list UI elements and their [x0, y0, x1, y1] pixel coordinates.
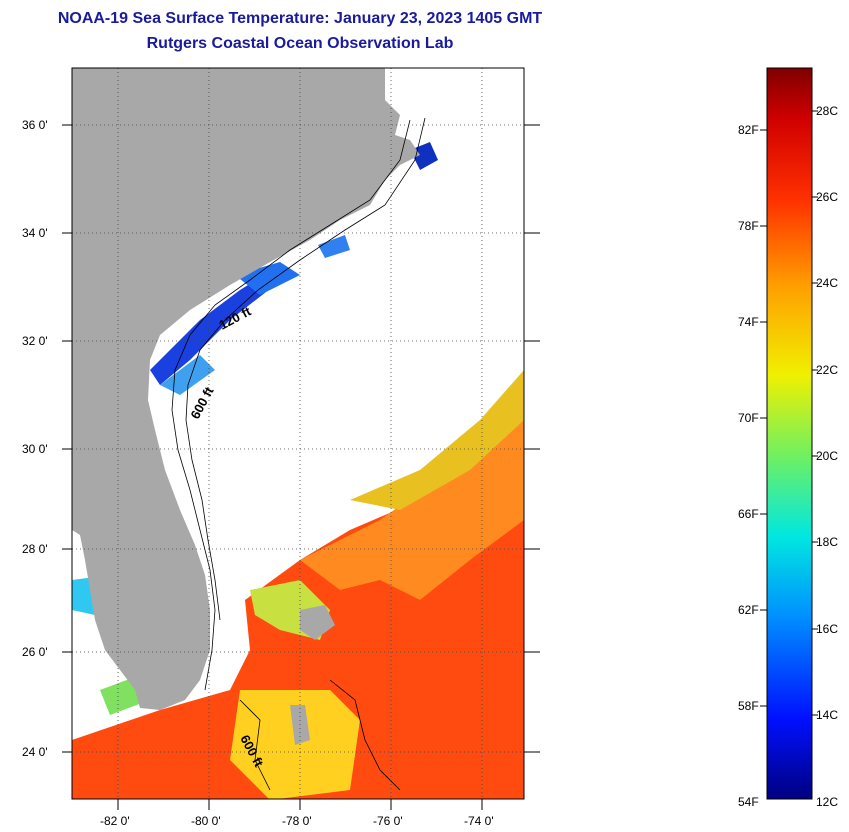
- colorbar-c-label: 22C: [816, 363, 838, 377]
- lon-label: -80 0': [191, 814, 221, 828]
- transition-zone: [350, 370, 524, 510]
- lat-label: 30 0': [22, 442, 48, 456]
- colorbar: [766, 67, 813, 800]
- colorbar-c-label: 16C: [816, 622, 838, 636]
- colorbar-c-label: 18C: [816, 535, 838, 549]
- colorbar-fahrenheit-labels: 82F 78F 74F 70F 66F 62F 58F 54F: [738, 123, 759, 809]
- cold-patch-mid: [318, 235, 350, 258]
- lon-label: -74 0': [464, 814, 494, 828]
- cold-shelf-water: [150, 265, 280, 385]
- longitude-labels: -82 0' -80 0' -78 0' -76 0' -74 0': [100, 814, 494, 828]
- map-title: NOAA-19 Sea Surface Temperature: January…: [57, 10, 543, 27]
- lat-label: 26 0': [22, 645, 48, 659]
- colorbar-f-label: 78F: [738, 219, 759, 233]
- colorbar-c-label: 24C: [816, 276, 838, 290]
- lon-label: -76 0': [373, 814, 403, 828]
- cold-shelf-water-2: [235, 262, 300, 295]
- colorbar-f-label: 82F: [738, 123, 759, 137]
- hatteras-cold: [410, 142, 438, 170]
- colorbar-f-label: 74F: [738, 315, 759, 329]
- latitude-labels: 36 0' 34 0' 32 0' 30 0' 28 0' 26 0' 24 0…: [22, 118, 48, 759]
- colorbar-f-label: 62F: [738, 603, 759, 617]
- colorbar-celsius-labels: 28C 26C 24C 22C 20C 18C 16C 14C 12C: [816, 104, 838, 809]
- land-mass: [72, 68, 420, 710]
- colorbar-c-label: 26C: [816, 190, 838, 204]
- colorbar-ticks: [760, 110, 818, 716]
- colorbar-c-label: 28C: [816, 104, 838, 118]
- lon-label: -78 0': [282, 814, 312, 828]
- lat-label: 32 0': [22, 334, 48, 348]
- lat-label: 36 0': [22, 118, 48, 132]
- lat-label: 28 0': [22, 542, 48, 556]
- map-frame: [71, 67, 525, 800]
- bahamas-island: [300, 605, 335, 640]
- lon-label: -82 0': [100, 814, 130, 828]
- colorbar-c-label: 12C: [816, 795, 838, 809]
- colorbar-f-label: 58F: [738, 699, 759, 713]
- colorbar-c-label: 20C: [816, 449, 838, 463]
- lat-label: 24 0': [22, 745, 48, 759]
- lat-label: 34 0': [22, 226, 48, 240]
- map-grid: [72, 68, 524, 799]
- axis-ticks: [62, 124, 540, 810]
- colorbar-f-label: 66F: [738, 507, 759, 521]
- colorbar-f-label: 70F: [738, 411, 759, 425]
- colorbar-c-label: 14C: [816, 708, 838, 722]
- depth-contours: [171, 117, 426, 791]
- colorbar-f-label: 54F: [738, 795, 759, 809]
- map-subtitle: Rutgers Coastal Ocean Observation Lab: [146, 35, 454, 52]
